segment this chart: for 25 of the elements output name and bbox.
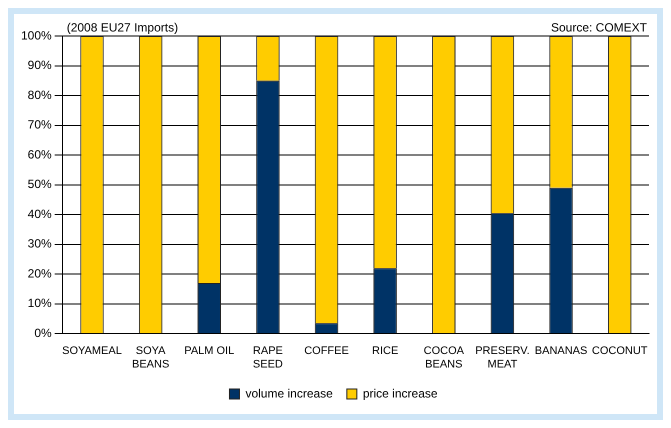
y-tick-label: 30% xyxy=(28,236,52,251)
y-tick-label: 70% xyxy=(28,118,52,132)
x-tick-label: COCOA BEANS xyxy=(424,345,465,370)
x-tick-label: RICE xyxy=(372,345,398,358)
y-tick-label: 20% xyxy=(28,266,52,280)
source-note: Source: COMEXT xyxy=(550,20,648,34)
y-tick-label: 10% xyxy=(28,296,52,310)
y-tick-label: 40% xyxy=(28,206,52,221)
x-tick-label: PALM OIL xyxy=(184,345,234,358)
text: (2008 EU27 Imports) xyxy=(66,20,178,34)
y-tick-label: 0% xyxy=(34,326,52,340)
y-tick-label: 50% xyxy=(28,177,52,192)
x-tick-label: COFFEE xyxy=(304,345,349,358)
y-tick-label: 90% xyxy=(28,58,52,72)
x-tick-label: SOYA BEANS xyxy=(132,345,170,370)
legend-label: price increase xyxy=(362,386,438,400)
x-tick-label: PRESERV. MEAT xyxy=(475,345,530,370)
y-tick-label: 80% xyxy=(28,88,52,102)
x-tick-label: SOYAMEAL xyxy=(62,345,122,358)
x-tick-label: COCONUT xyxy=(592,345,648,358)
x-tick-label: BANANAS xyxy=(534,345,588,358)
y-tick-label: 100% xyxy=(20,28,52,42)
legend-label: volume increase xyxy=(245,386,334,400)
y-tick-label: 60% xyxy=(28,147,52,162)
x-tick-label: RAPE SEED xyxy=(252,345,283,370)
